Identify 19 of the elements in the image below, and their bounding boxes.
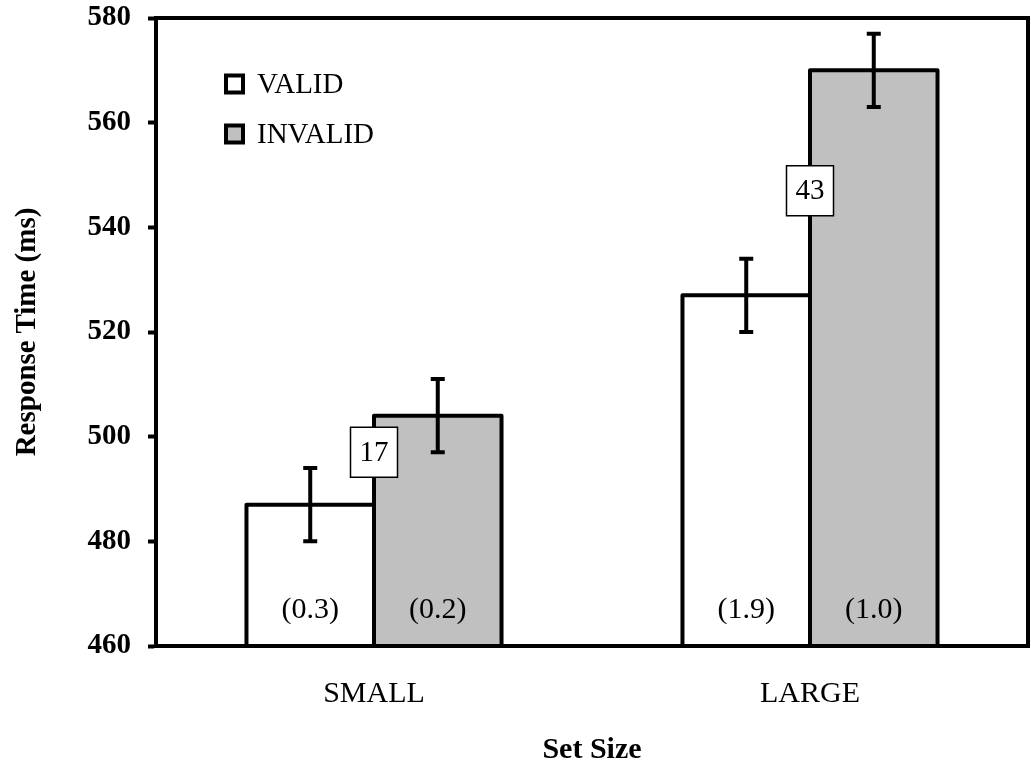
legend-label: INVALID [257, 116, 375, 149]
y-tick-label: 460 [87, 627, 131, 660]
legend-label: VALID [257, 66, 344, 99]
y-tick-label: 500 [87, 418, 131, 451]
y-tick-label: 480 [87, 522, 131, 555]
annotation: (0.3) [281, 590, 339, 625]
annotation: (1.9) [717, 590, 775, 625]
annotation: (0.2) [409, 590, 467, 625]
annotation: 43 [795, 173, 825, 206]
y-tick-label: 540 [87, 208, 131, 241]
y-tick-label: 520 [87, 313, 131, 346]
annotation: (1.0) [845, 590, 903, 625]
x-tick-label: SMALL [323, 674, 425, 708]
y-tick-label: 560 [87, 104, 131, 137]
y-tick-label: 580 [87, 0, 131, 32]
x-tick-label: LARGE [760, 674, 860, 708]
x-axis-title: Set Size [542, 730, 642, 764]
y-axis-title: Response Time (ms) [8, 207, 42, 457]
annotation: 17 [359, 434, 389, 467]
